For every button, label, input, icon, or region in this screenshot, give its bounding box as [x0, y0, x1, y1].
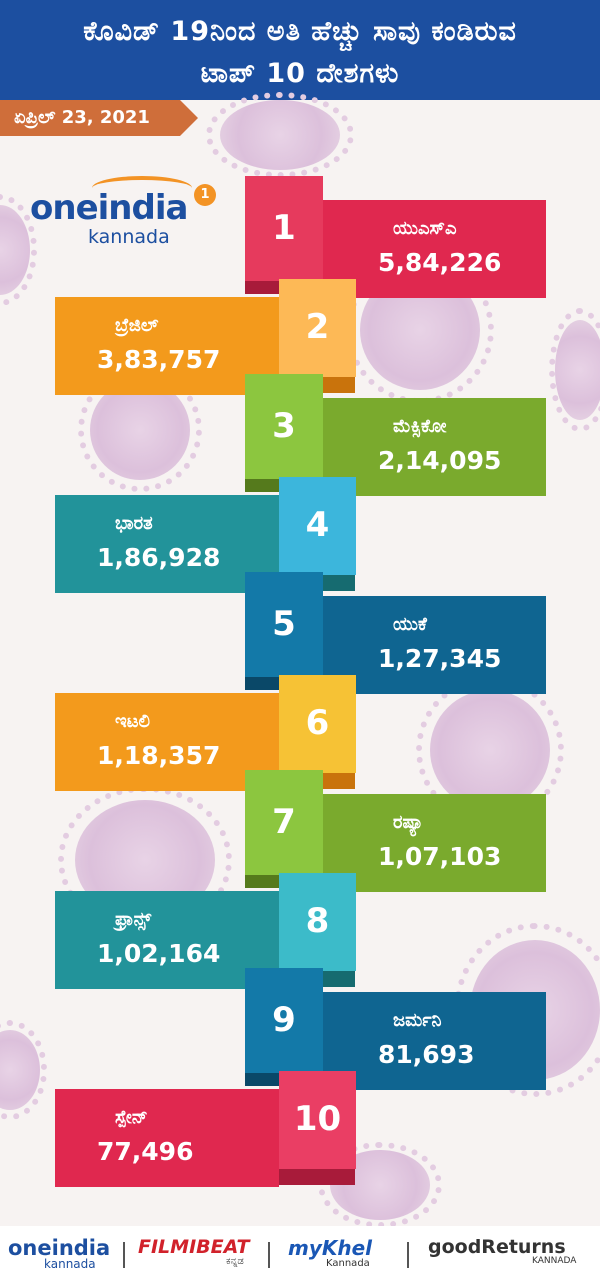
- country-name: ಯುಎಸ್ಎ: [393, 218, 457, 239]
- rank-number: 3: [272, 406, 296, 446]
- rank-box: 8: [279, 873, 356, 971]
- death-count: 2,14,095: [378, 446, 502, 475]
- footer-brand-filmibeat-sub: ಕನ್ನಡ: [226, 1256, 244, 1267]
- death-count: 81,693: [378, 1040, 475, 1069]
- logo-arc: [92, 176, 192, 200]
- country-name: ಮೆಕ್ಸಿಕೋ: [393, 416, 447, 437]
- country-bar: ಸ್ಪೇನ್ 77,496: [55, 1089, 279, 1187]
- footer-brand-filmibeat[interactable]: FILMIBEAT ಕನ್ನಡ: [138, 1236, 249, 1267]
- country-name: ಬ್ರೆಜಿಲ್: [115, 315, 159, 336]
- footer-brand-mykhel-text: myKhel: [288, 1236, 373, 1260]
- death-count: 1,18,357: [97, 741, 221, 770]
- logo-text: oneindia: [30, 188, 188, 228]
- rank-number: 1: [272, 208, 296, 248]
- rank-number: 8: [305, 901, 330, 941]
- footer-divider: [268, 1242, 270, 1268]
- country-name: ಯುಕೆ: [393, 614, 427, 635]
- country-bar: ಜರ್ಮನಿ 81,693: [323, 992, 546, 1090]
- rank-number: 2: [305, 307, 330, 347]
- rank-box: 1: [245, 176, 323, 281]
- death-count: 1,07,103: [378, 842, 502, 871]
- country-name: ಫ್ರಾನ್ಸ್: [115, 909, 152, 930]
- logo-subtext: kannada: [88, 226, 170, 248]
- rank-number: 5: [272, 604, 296, 644]
- country-name: ರಷ್ಯಾ: [393, 812, 424, 833]
- virus-icon: [0, 194, 38, 306]
- country-bar: ಇಟಲಿ 1,18,357: [55, 693, 279, 791]
- country-name: ಇಟಲಿ: [115, 711, 150, 732]
- rank-box: 4: [279, 477, 356, 575]
- country-bar: ಯುಎಸ್ಎ 5,84,226: [323, 200, 546, 298]
- country-name: ಸ್ಪೇನ್: [115, 1107, 148, 1128]
- footer-brand-oneindia[interactable]: oneindia kannada: [8, 1236, 110, 1271]
- footer-brands: oneindia kannada FILMIBEAT ಕನ್ನಡ myKhel …: [0, 1226, 600, 1284]
- country-name: ಭಾರತ: [115, 513, 153, 534]
- footer-divider: [123, 1242, 125, 1268]
- rank-number: 10: [293, 1099, 342, 1139]
- country-bar: ಬ್ರೆಜಿಲ್ 3,83,757: [55, 297, 279, 395]
- rank-box: 9: [245, 968, 323, 1073]
- death-count: 77,496: [97, 1137, 194, 1166]
- country-bar: ಮೆಕ್ಸಿಕೋ 2,14,095: [323, 398, 546, 496]
- virus-icon: [0, 1020, 48, 1120]
- rank-number: 4: [305, 505, 330, 545]
- footer-brand-goodreturns-sub: KANNADA: [532, 1256, 577, 1266]
- death-count: 3,83,757: [97, 345, 221, 374]
- footer-brand-oneindia-text: oneindia: [8, 1236, 111, 1260]
- country-bar: ಯುಕೆ 1,27,345: [323, 596, 546, 694]
- country-bar: ಭಾರತ 1,86,928: [55, 495, 279, 593]
- footer-brand-goodreturns-text: goodReturns: [428, 1236, 566, 1258]
- rank-box: 10: [279, 1071, 356, 1169]
- rank-box: 5: [245, 572, 323, 677]
- death-count: 1,27,345: [378, 644, 502, 673]
- footer-brand-mykhel-sub: Kannada: [326, 1258, 370, 1269]
- footer-brand-goodreturns[interactable]: goodReturns KANNADA: [428, 1236, 576, 1266]
- death-count: 1,86,928: [97, 543, 221, 572]
- date-tag: ಏಪ್ರಿಲ್ 23, 2021: [0, 100, 198, 136]
- footer-brand-mykhel[interactable]: myKhel Kannada: [288, 1236, 372, 1269]
- virus-icon: [78, 368, 202, 492]
- virus-icon: [415, 675, 565, 825]
- footer-brand-filmibeat-text: FILMIBEAT: [138, 1236, 250, 1258]
- page-title-line2: ಟಾಪ್ 10 ದೇಶಗಳು: [200, 58, 400, 89]
- footer-brand-oneindia-sub: kannada: [44, 1257, 96, 1271]
- country-bar: ರಷ್ಯಾ 1,07,103: [323, 794, 546, 892]
- rank-number: 9: [272, 1000, 296, 1040]
- virus-icon: [205, 91, 355, 179]
- footer-divider: [407, 1242, 409, 1268]
- rank-box: 7: [245, 770, 323, 875]
- oneindia-logo: oneindia 1 kannada: [30, 176, 230, 248]
- header-banner: ಕೊವಿಡ್ 19ನಿಂದ ಅತಿ ಹೆಚ್ಚು ಸಾವು ಕಂಡಿರುವ ಟಾ…: [0, 0, 600, 100]
- country-bar: ಫ್ರಾನ್ಸ್ 1,02,164: [55, 891, 279, 989]
- country-name: ಜರ್ಮನಿ: [393, 1010, 442, 1031]
- rank-number: 7: [272, 802, 296, 842]
- rank-box: 2: [279, 279, 356, 377]
- death-count: 5,84,226: [378, 248, 502, 277]
- rank-box: 3: [245, 374, 323, 479]
- logo-badge: 1: [194, 184, 216, 206]
- rank-number: 6: [305, 703, 330, 743]
- page-title-line1: ಕೊವಿಡ್ 19ನಿಂದ ಅತಿ ಹೆಚ್ಚು ಸಾವು ಕಂಡಿರುವ: [83, 16, 517, 47]
- rank-box: 6: [279, 675, 356, 773]
- death-count: 1,02,164: [97, 939, 221, 968]
- virus-icon: [549, 308, 600, 432]
